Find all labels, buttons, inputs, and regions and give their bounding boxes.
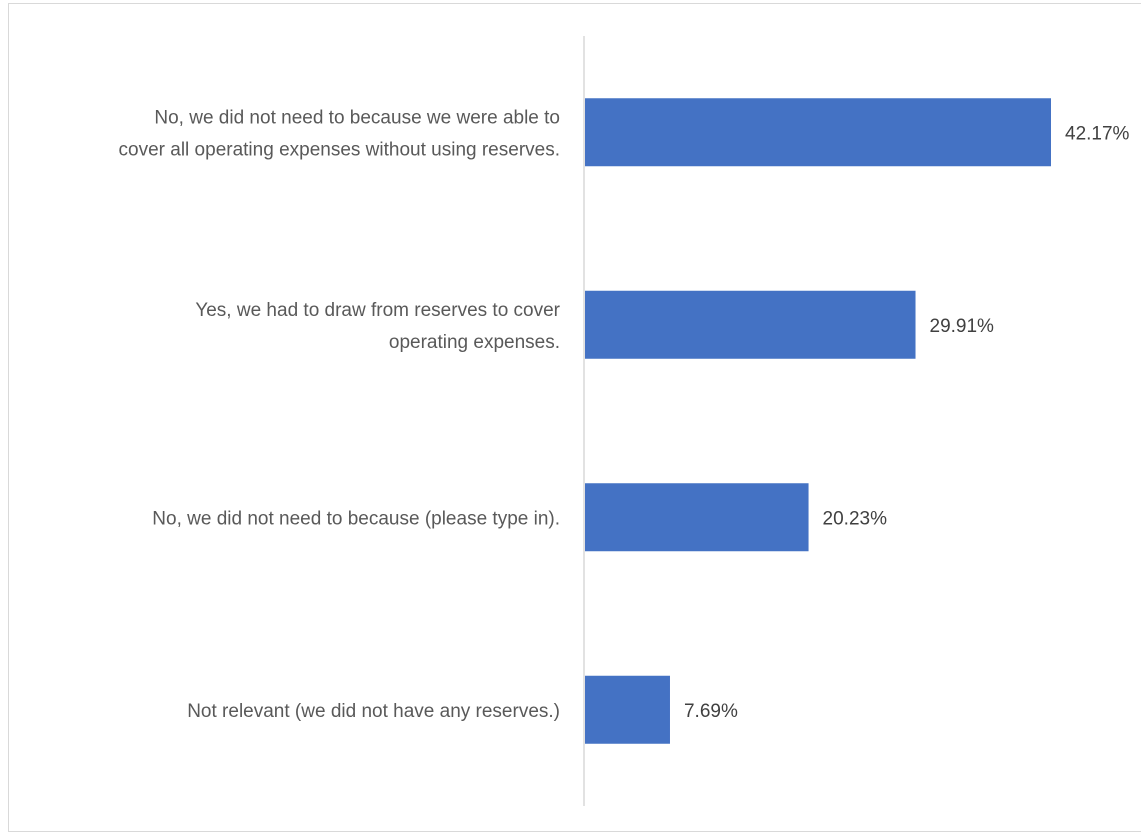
bar-2 — [585, 290, 916, 359]
category-label-line: operating expenses. — [389, 332, 560, 353]
category-label-4: Not relevant (we did not have any reserv… — [187, 701, 560, 722]
data-label-4: 7.69% — [684, 701, 738, 722]
data-label-1: 42.17% — [1065, 123, 1130, 144]
data-label-2: 29.91% — [930, 316, 995, 337]
bar-4 — [585, 675, 670, 744]
category-label-line: No, we did not need to because we were a… — [154, 107, 560, 128]
category-label-line: cover all operating expenses without usi… — [119, 139, 560, 160]
category-label-3: No, we did not need to because (please t… — [152, 508, 560, 529]
category-label-line: Yes, we had to draw from reserves to cov… — [195, 300, 560, 321]
data-label-3: 20.23% — [823, 508, 888, 529]
category-label-line: No, we did not need to because (please t… — [152, 508, 560, 529]
bar-1 — [585, 98, 1051, 167]
category-label-2: Yes, we had to draw from reserves to cov… — [195, 300, 560, 353]
category-label-line: Not relevant (we did not have any reserv… — [187, 701, 560, 722]
category-label-1: No, we did not need to because we were a… — [119, 107, 560, 160]
bar-3 — [585, 483, 809, 552]
